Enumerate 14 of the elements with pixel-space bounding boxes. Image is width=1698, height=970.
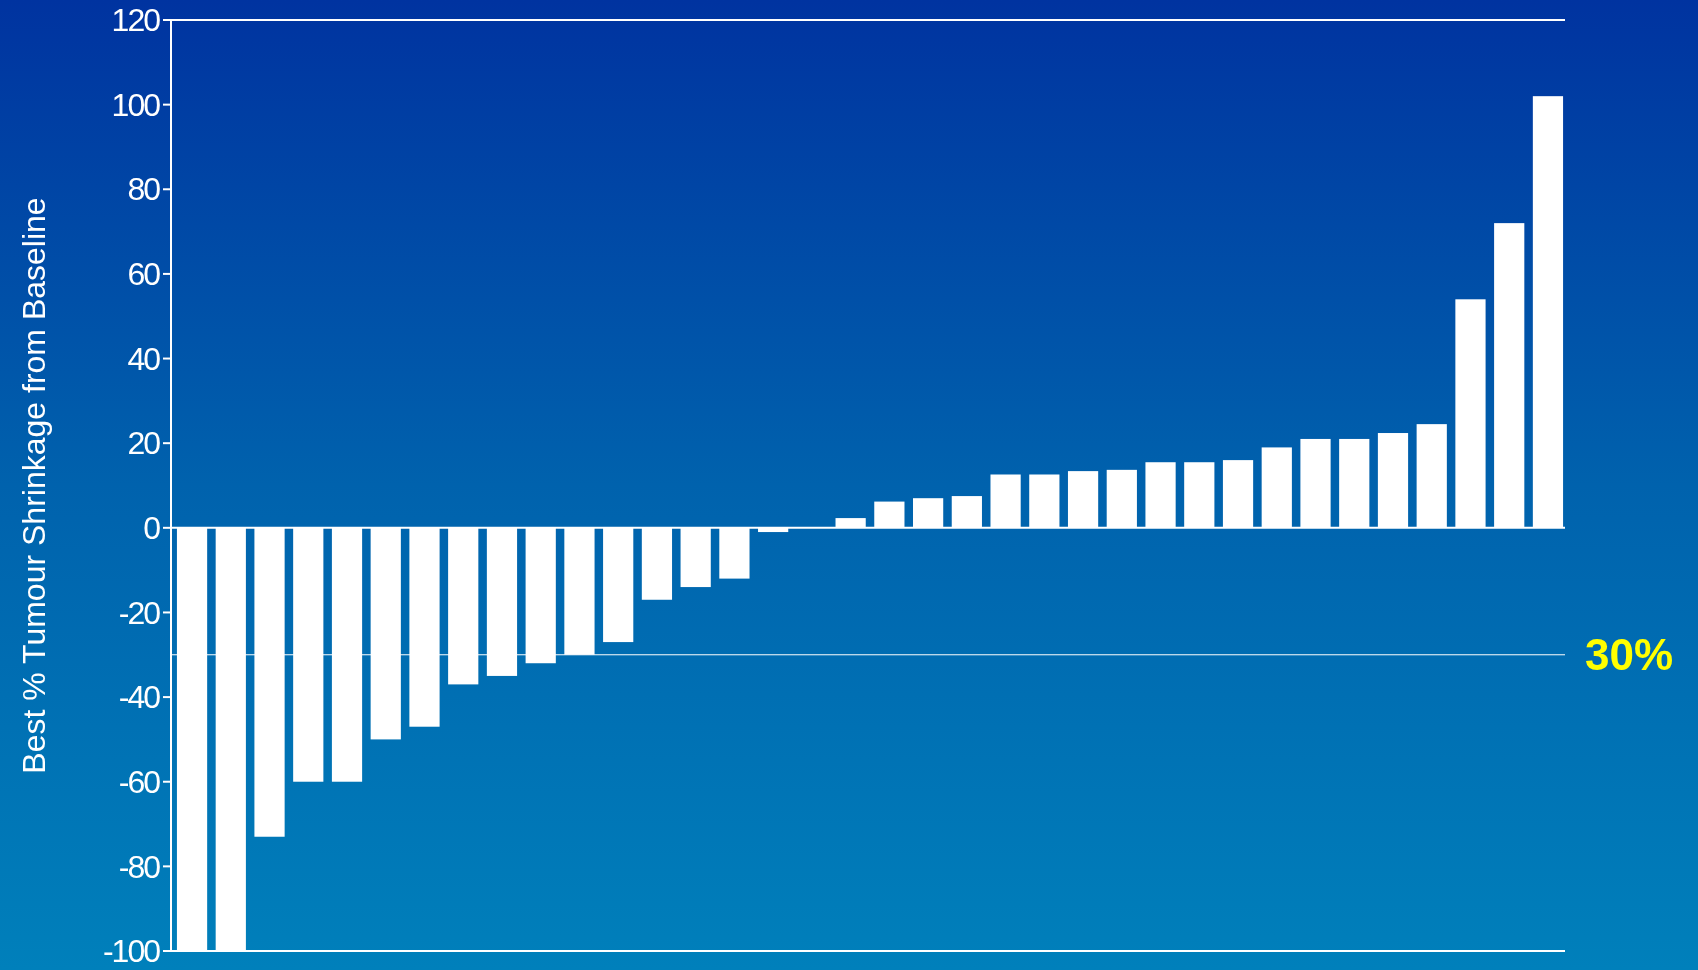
- text: 30%: [1585, 630, 1674, 680]
- y-tick-label: -60: [118, 763, 161, 800]
- y-tick-label: 80: [127, 171, 161, 208]
- y-tick-label: 20: [127, 425, 161, 462]
- y-tick-label: -100: [102, 933, 161, 970]
- y-tick-label: -80: [118, 848, 161, 885]
- y-tick-label: 100: [111, 86, 161, 123]
- y-tick-label: 0: [143, 510, 161, 547]
- y-tick-label: 60: [127, 256, 161, 293]
- y-tick-label: 120: [111, 2, 161, 39]
- y-tick-label: -20: [118, 594, 161, 631]
- y-tick-label: 40: [127, 340, 161, 377]
- y-axis-title: Best % Tumour Shrinkage from Baseline: [16, 197, 52, 774]
- y-tick-label: -40: [118, 679, 161, 716]
